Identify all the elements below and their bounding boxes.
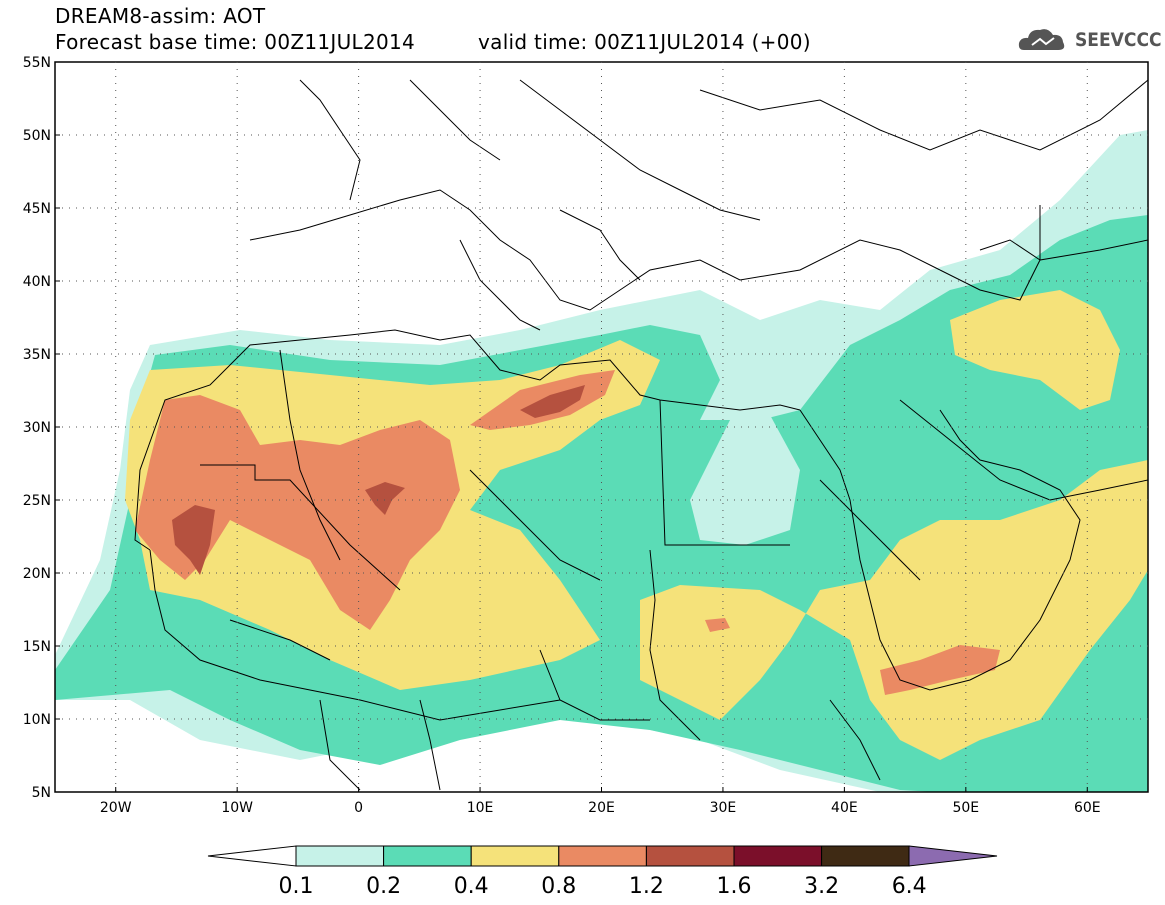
forecast-base-time: Forecast base time: 00Z11JUL2014 (55, 30, 416, 54)
colorbar-label: 6.4 (892, 874, 927, 899)
colorbar-label: 0.2 (366, 874, 401, 899)
colorbar-label: 0.8 (541, 874, 576, 899)
longitude-label: 0 (354, 800, 363, 816)
latitude-label: 25N (23, 493, 51, 509)
longitude-label: 60E (1074, 800, 1101, 816)
colorbar-label: 1.2 (629, 874, 664, 899)
colorbar-label: 3.2 (804, 874, 839, 899)
aot-contour-0.8-spot (705, 618, 730, 632)
latitude-labels: 55N 50N 45N 40N 35N 30N 25N 20N 15N 10N 5N (23, 55, 51, 801)
colorbar-lower-arrow (207, 845, 297, 867)
graticule (55, 62, 1148, 792)
axis-ticks (55, 61, 1088, 793)
longitude-label: 50E (952, 800, 979, 816)
colorbar-box (295, 845, 385, 867)
longitude-label: 20E (588, 800, 615, 816)
latitude-label: 15N (23, 639, 51, 655)
colorbar-label: 1.6 (717, 874, 752, 899)
cloud-icon (1018, 29, 1065, 50)
colorbar-box (470, 845, 560, 867)
longitude-label: 10E (467, 800, 494, 816)
latitude-label: 50N (23, 128, 51, 144)
longitude-label: 40E (831, 800, 858, 816)
colorbar-box (733, 845, 823, 867)
latitude-label: 45N (23, 201, 51, 217)
aot-contour-1.2-algeria (365, 482, 405, 515)
latitude-label: 10N (23, 712, 51, 728)
latitude-label: 20N (23, 566, 51, 582)
colorbar: 0.1 0.2 0.4 0.8 1.2 1.6 3.2 6.4 (207, 845, 998, 899)
logo-text: SEEVCCC (1075, 29, 1162, 51)
aot-contour-0.8-yemen (880, 645, 1000, 695)
colorbar-label: 0.1 (279, 874, 314, 899)
colorbar-box (645, 845, 735, 867)
latitude-label: 30N (23, 420, 51, 436)
latitude-label: 40N (23, 274, 51, 290)
colorbar-box (558, 845, 647, 867)
latitude-label: 35N (23, 347, 51, 363)
longitude-labels: 20W 10W 0 10E 20E 30E 40E 50E 60E (100, 800, 1101, 816)
colorbar-box (821, 845, 910, 867)
aot-field (55, 62, 1148, 792)
aot-contour-1.2-libya (520, 385, 585, 418)
colorbar-box (383, 845, 472, 867)
aot-contour-0.4-east (640, 460, 1148, 760)
longitude-label: 10W (221, 800, 253, 816)
valid-time: valid time: 00Z11JUL2014 (+00) (478, 30, 811, 54)
longitude-label: 30E (710, 800, 737, 816)
longitude-label: 20W (100, 800, 132, 816)
latitude-label: 55N (23, 55, 51, 71)
aot-contour-0.1-inner (690, 415, 800, 545)
aot-contour-1.2-mauritania (172, 505, 215, 575)
coastlines (134, 79, 1148, 791)
latitude-label: 5N (32, 785, 51, 801)
map-title: DREAM8-assim: AOT (55, 4, 266, 28)
colorbar-upper-arrow (908, 845, 998, 867)
aot-contour-0.4-iran (950, 290, 1120, 410)
colorbar-label: 0.4 (454, 874, 489, 899)
